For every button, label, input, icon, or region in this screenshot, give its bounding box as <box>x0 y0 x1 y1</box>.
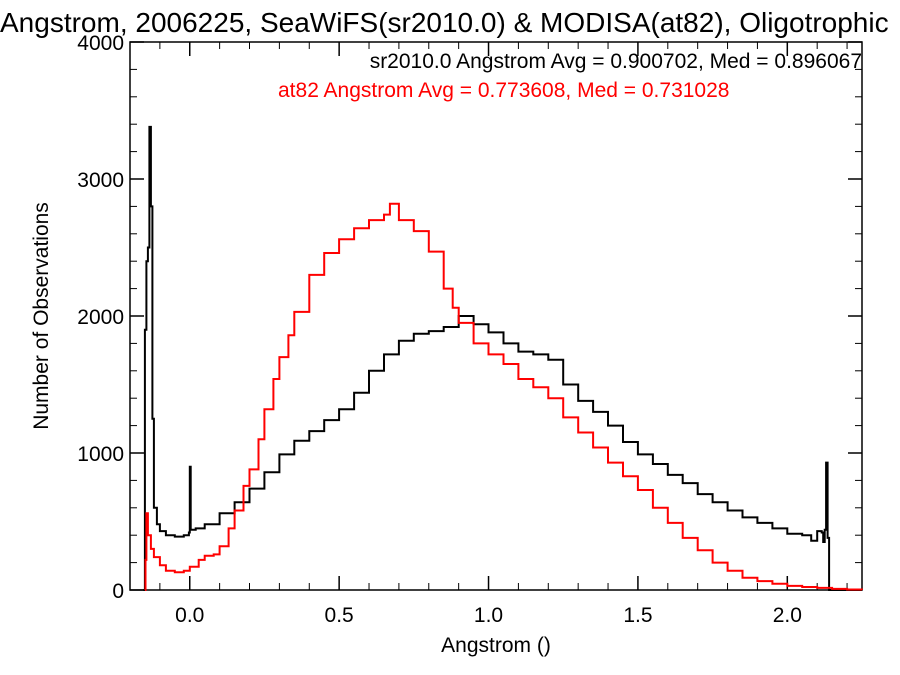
y-tick-label: 1000 <box>77 443 124 466</box>
x-tick-label: 1.5 <box>623 604 652 627</box>
x-tick-label: 0.0 <box>175 604 204 627</box>
y-tick-label: 2000 <box>77 306 124 329</box>
plot-frame <box>129 41 863 591</box>
series-annotation-sr2010: sr2010.0 Angstrom Avg = 0.900702, Med = … <box>370 50 862 73</box>
x-tick-label: 1.0 <box>474 604 503 627</box>
y-axis-ticks: 0 1000 2000 3000 4000 <box>77 32 862 603</box>
series-layer <box>143 125 863 591</box>
chart-title: Angstrom, 2006225, SeaWiFS(sr2010.0) & M… <box>0 7 889 38</box>
x-tick-label: 0.5 <box>325 604 354 627</box>
x-tick-label: 2.0 <box>773 604 802 627</box>
x-axis-label: Angstrom () <box>441 634 551 657</box>
series-line-at82 <box>144 202 863 591</box>
series-line-sr2010-0 <box>143 125 862 591</box>
y-tick-label: 4000 <box>77 32 124 55</box>
y-tick-label: 3000 <box>77 169 124 192</box>
y-axis-label: Number of Observations <box>30 202 53 430</box>
y-tick-label: 0 <box>112 580 124 603</box>
series-annotation-at82: at82 Angstrom Avg = 0.773608, Med = 0.73… <box>278 79 729 102</box>
x-axis-ticks: 0.0 0.5 1.0 1.5 2.0 <box>129 42 848 627</box>
